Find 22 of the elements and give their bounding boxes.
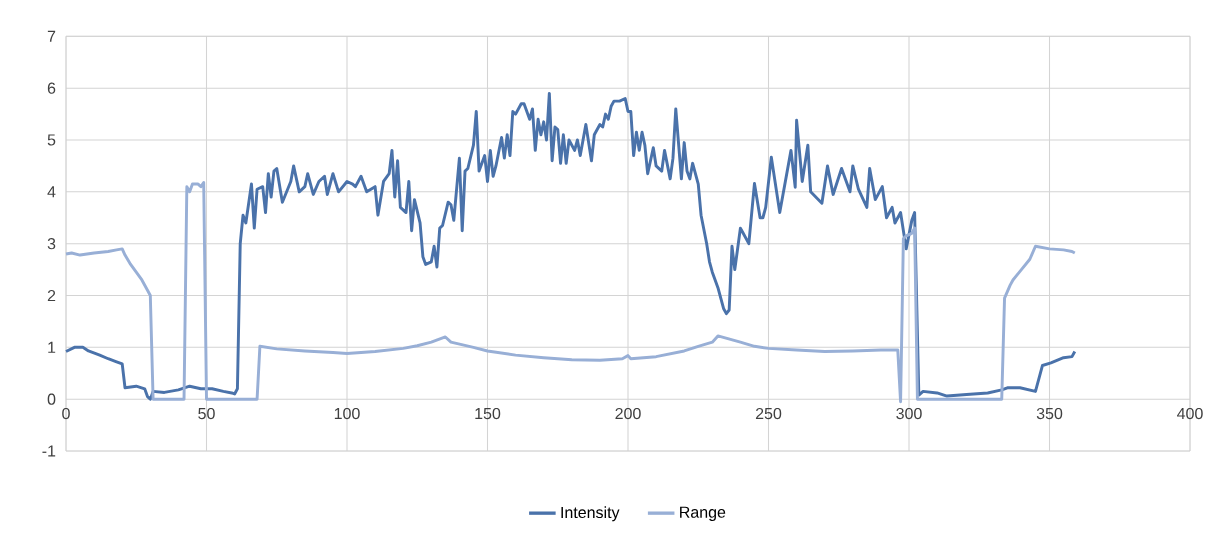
x-tick-label: 100: [334, 407, 360, 420]
y-tick-label: 6: [47, 82, 56, 94]
x-tick-label: 250: [755, 407, 782, 420]
line-series: [64, 91, 1077, 401]
y-tick-label: 5: [47, 134, 56, 146]
y-tick-label: 1: [48, 341, 56, 353]
y-tick-label: -1: [42, 445, 56, 457]
x-tick-label: 50: [198, 407, 215, 420]
x-tick-label: 0: [62, 407, 70, 420]
y-tick-label: 7: [47, 30, 56, 42]
x-tick-label: 350: [1036, 407, 1063, 420]
line-series: [64, 181, 1077, 404]
x-tick-label: 400: [1177, 407, 1203, 420]
y-tick-label: 2: [47, 289, 56, 302]
x-tick-label: 300: [896, 407, 922, 420]
x-tick-label: 150: [475, 407, 501, 420]
x-tick-label: 200: [615, 407, 641, 420]
legend-label: Range: [680, 506, 726, 521]
y-tick-label: 3: [47, 238, 56, 250]
y-tick-label: 4: [47, 186, 56, 198]
legend-label: Intensity: [561, 506, 620, 522]
y-tick-label: 0: [47, 393, 56, 405]
